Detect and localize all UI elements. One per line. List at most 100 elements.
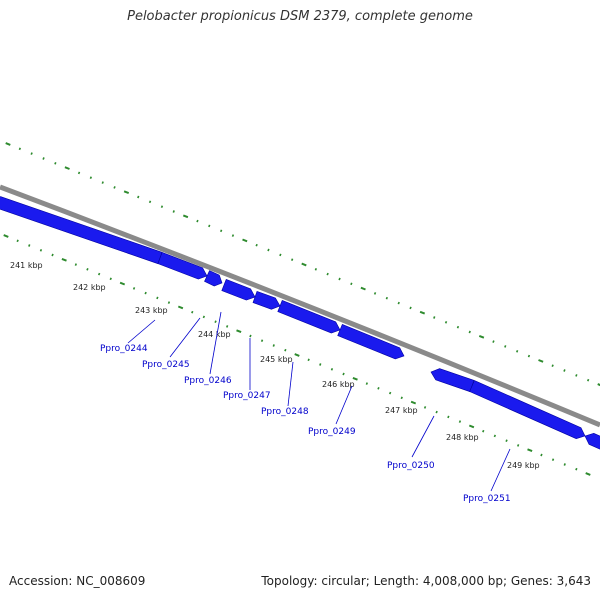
inner-major-tick bbox=[410, 400, 417, 405]
outer-minor-tick bbox=[89, 176, 93, 180]
gene-label[interactable]: Ppro_0250 bbox=[387, 461, 435, 471]
outer-major-tick bbox=[478, 334, 485, 339]
outer-minor-tick bbox=[148, 200, 152, 204]
inner-minor-tick bbox=[447, 415, 450, 419]
inner-minor-tick bbox=[39, 248, 43, 252]
inner-minor-tick bbox=[365, 382, 369, 385]
gene-arrow bbox=[221, 279, 256, 301]
outer-minor-tick bbox=[350, 282, 353, 286]
inner-minor-tick bbox=[516, 444, 520, 447]
outer-minor-tick bbox=[290, 258, 294, 262]
outer-major-tick bbox=[64, 166, 70, 170]
gene-leader-line bbox=[490, 448, 511, 492]
inner-minor-tick bbox=[505, 439, 508, 443]
gene-label[interactable]: Ppro_0245 bbox=[142, 360, 190, 370]
outer-minor-tick bbox=[409, 306, 412, 310]
inner-major-tick bbox=[294, 353, 300, 357]
outer-minor-tick bbox=[385, 296, 389, 300]
outer-minor-tick bbox=[101, 181, 104, 184]
outer-minor-tick bbox=[113, 186, 116, 189]
inner-minor-tick bbox=[563, 463, 566, 466]
outer-minor-tick bbox=[527, 354, 531, 358]
inner-minor-tick bbox=[249, 334, 252, 338]
kbp-label: 248 kbp bbox=[446, 433, 479, 442]
outer-major-tick bbox=[123, 190, 130, 195]
outer-minor-tick bbox=[575, 374, 578, 377]
outer-minor-tick bbox=[42, 157, 45, 160]
inner-minor-tick bbox=[284, 348, 287, 352]
inner-minor-tick bbox=[400, 396, 403, 400]
gene-label[interactable]: Ppro_0251 bbox=[463, 494, 511, 504]
inner-minor-tick bbox=[377, 386, 380, 390]
gene-arrow bbox=[204, 270, 223, 287]
inner-minor-tick bbox=[551, 458, 555, 462]
inner-minor-tick bbox=[272, 344, 275, 347]
inner-minor-tick bbox=[191, 310, 194, 314]
inner-major-tick bbox=[527, 448, 533, 453]
outer-minor-tick bbox=[586, 378, 590, 382]
outer-minor-tick bbox=[563, 369, 566, 372]
outer-minor-tick bbox=[338, 277, 341, 281]
gene-arrow bbox=[252, 291, 281, 310]
gene-arrow bbox=[469, 380, 586, 440]
accession-text: Accession: NC_008609 bbox=[9, 574, 146, 588]
inner-major-tick bbox=[236, 329, 242, 334]
gene-arrow bbox=[337, 324, 405, 360]
inner-major-tick bbox=[61, 257, 67, 262]
kbp-scale: 241 kbp 242 kbp 243 kbp 244 kbp 245 kbp 246 k… bbox=[10, 261, 540, 470]
inner-tick-ring bbox=[3, 234, 591, 476]
outer-minor-tick bbox=[172, 210, 175, 213]
kbp-label: 245 kbp bbox=[260, 355, 293, 364]
outer-minor-tick bbox=[326, 272, 329, 276]
gene-label[interactable]: Ppro_0246 bbox=[184, 376, 232, 386]
gene-label[interactable]: Ppro_0244 bbox=[100, 344, 148, 354]
outer-minor-tick bbox=[160, 205, 164, 209]
outer-minor-tick bbox=[255, 243, 258, 247]
outer-minor-tick bbox=[219, 229, 223, 233]
gene-label-leaders bbox=[127, 311, 511, 492]
kbp-label: 241 kbp bbox=[10, 261, 43, 270]
gene-label[interactable]: Ppro_0249 bbox=[308, 427, 356, 437]
kbp-label: 249 kbp bbox=[507, 461, 540, 470]
outer-minor-tick bbox=[77, 171, 81, 175]
gene-label[interactable]: Ppro_0247 bbox=[223, 391, 271, 401]
gene-track bbox=[0, 196, 600, 450]
outer-minor-tick bbox=[504, 345, 507, 348]
outer-major-tick bbox=[242, 238, 248, 243]
inner-minor-tick bbox=[202, 315, 206, 319]
gene-label[interactable]: Ppro_0248 bbox=[261, 407, 309, 417]
inner-minor-tick bbox=[540, 453, 543, 457]
map-title: Pelobacter propionicus DSM 2379, complet… bbox=[127, 9, 473, 24]
outer-minor-tick bbox=[137, 195, 140, 199]
inner-major-tick bbox=[3, 234, 9, 238]
inner-minor-tick bbox=[225, 325, 229, 328]
gene-arrow bbox=[277, 300, 341, 334]
gene-leader-line bbox=[335, 385, 353, 425]
outer-minor-tick bbox=[231, 234, 235, 237]
outer-minor-tick bbox=[492, 340, 495, 343]
inner-minor-tick bbox=[28, 244, 31, 247]
gene-labels: Ppro_0244 Ppro_0245 Ppro_0246 Ppro_0247 Ppro… bbox=[100, 344, 511, 504]
inner-minor-tick bbox=[214, 320, 217, 324]
gene-leader-line bbox=[169, 317, 201, 358]
kbp-label: 243 kbp bbox=[135, 306, 168, 315]
outer-major-tick bbox=[419, 310, 426, 315]
outer-minor-tick bbox=[279, 253, 282, 257]
outer-minor-tick bbox=[373, 292, 377, 295]
inner-minor-tick bbox=[109, 277, 112, 281]
inner-minor-tick bbox=[86, 267, 89, 271]
inner-minor-tick bbox=[97, 272, 101, 276]
inner-minor-tick bbox=[319, 363, 322, 366]
inner-major-tick bbox=[352, 376, 358, 381]
outer-minor-tick bbox=[18, 147, 22, 151]
genome-summary-text: Topology: circular; Length: 4,008,000 bp… bbox=[261, 574, 591, 588]
inner-minor-tick bbox=[388, 391, 392, 395]
outer-major-tick bbox=[301, 262, 307, 267]
outer-minor-tick bbox=[515, 349, 519, 353]
inner-minor-tick bbox=[16, 239, 19, 243]
inner-minor-tick bbox=[74, 263, 78, 266]
gene-arrow bbox=[430, 368, 475, 393]
gene-arrow bbox=[157, 252, 208, 280]
gene-leader-line bbox=[411, 415, 435, 458]
outer-major-tick bbox=[597, 383, 600, 387]
